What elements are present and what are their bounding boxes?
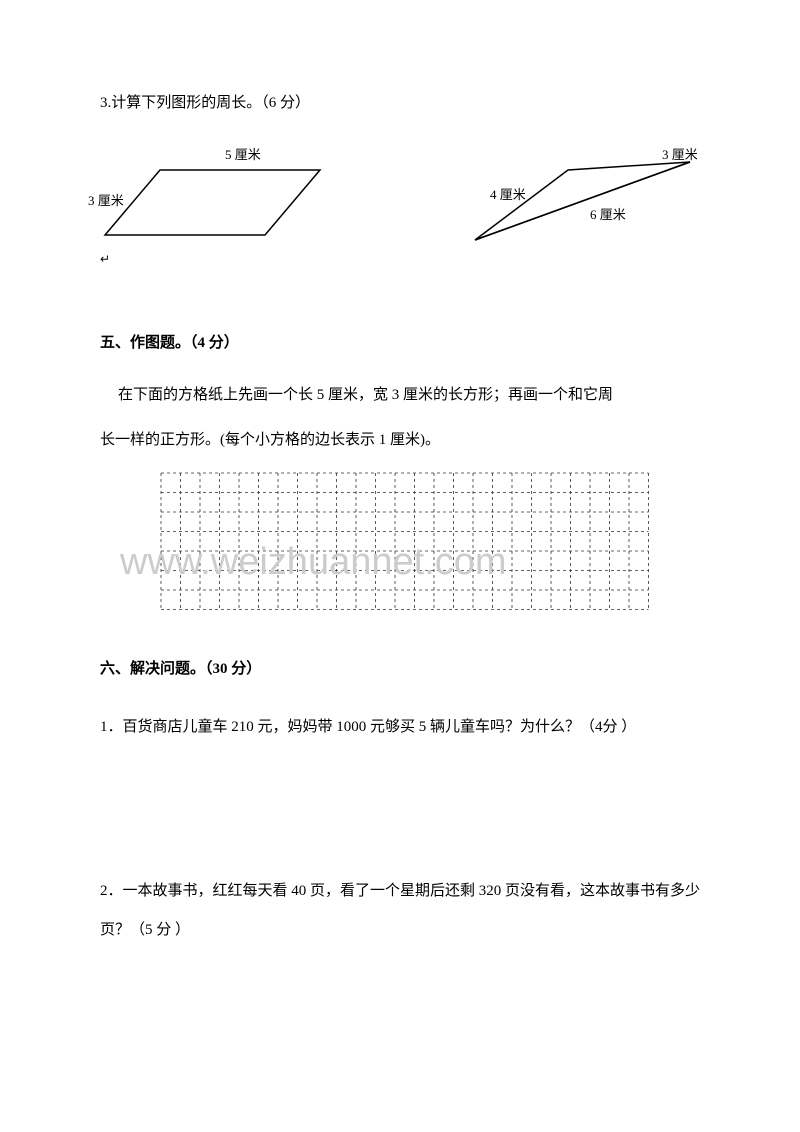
section-5-heading: 五、作图题。（4 分） [100, 330, 700, 357]
svg-text:↵: ↵ [100, 252, 110, 265]
triangle-shape: 3 厘米 4 厘米 6 厘米 [470, 145, 700, 270]
section-6-heading: 六、解决问题。（30 分） [100, 656, 700, 683]
section-5-instruction-line2: 长一样的正方形。(每个小方格的边长表示 1 厘米)。 [100, 427, 700, 454]
triangle-bottom-label: 6 厘米 [590, 203, 626, 226]
parallelogram-shape: ↵ 5 厘米 3 厘米 [100, 145, 330, 275]
question-3-text: 3.计算下列图形的周长。（6 分） [100, 90, 700, 117]
shapes-row: ↵ 5 厘米 3 厘米 3 厘米 4 厘米 6 厘米 [100, 145, 700, 275]
parallelogram-left-label: 3 厘米 [88, 189, 124, 212]
spacing-block [100, 772, 700, 872]
triangle-right-label: 3 厘米 [662, 143, 698, 166]
triangle-left-label: 4 厘米 [490, 183, 526, 206]
section-5-instruction-line1: 在下面的方格纸上先画一个长 5 厘米，宽 3 厘米的长方形；再画一个和它周 [100, 382, 700, 409]
problem-1-text: 1．百货商店儿童车 210 元，妈妈带 1000 元够买 5 辆儿童车吗？为什么… [100, 708, 700, 747]
parallelogram-top-label: 5 厘米 [225, 143, 261, 166]
watermark-text: www.weizhuannet.com [120, 528, 507, 596]
problem-2-text: 2．一本故事书，红红每天看 40 页，看了一个星期后还剩 320 页没有看，这本… [100, 872, 700, 950]
